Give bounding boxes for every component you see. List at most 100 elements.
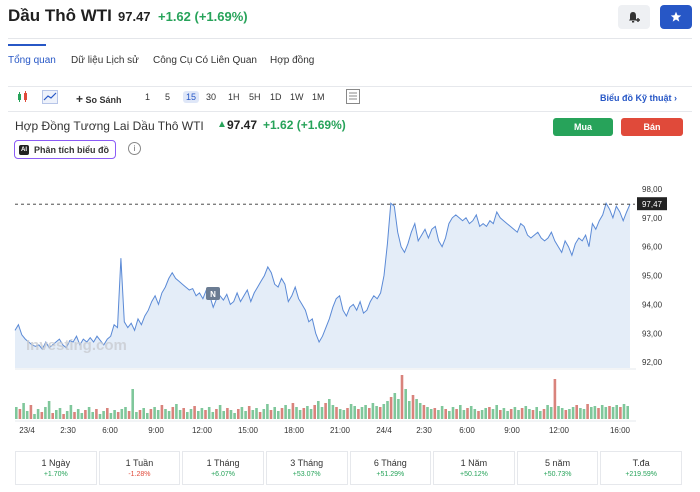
interval-30[interactable]: 30: [206, 92, 217, 102]
info-icon[interactable]: i: [128, 142, 141, 155]
add-alert-button[interactable]: [618, 5, 650, 29]
volume-bar: [251, 410, 255, 419]
volume-bar: [571, 407, 575, 419]
tab-related-tools[interactable]: Công Cụ Có Liên Quan: [153, 55, 257, 66]
x-tick-label: 18:00: [284, 426, 305, 435]
performance-cell[interactable]: 1 Ngày +1.70%: [15, 451, 97, 485]
tab-overview[interactable]: Tổng quan: [8, 55, 56, 66]
volume-bars: [15, 375, 629, 419]
ai-icon: AI: [19, 144, 29, 155]
volume-bar: [160, 405, 164, 419]
volume-bar: [440, 406, 444, 419]
volume-bar: [135, 412, 138, 419]
performance-cell[interactable]: 1 Tuần -1.28%: [98, 451, 181, 485]
area-chart-icon[interactable]: [42, 90, 58, 104]
volume-bar: [491, 409, 495, 419]
volume-bar: [524, 406, 528, 419]
volume-bar: [459, 405, 462, 419]
volume-bar: [528, 409, 531, 419]
volume-bar: [109, 413, 113, 419]
interval-1d[interactable]: 1D: [270, 92, 282, 102]
volume-bar: [484, 408, 487, 419]
volume-bar: [488, 407, 491, 419]
instrument-name: Hợp Đồng Tương Lai Dầu Thô WTI: [15, 119, 204, 133]
volume-bar: [328, 399, 331, 419]
volume-bar: [462, 410, 466, 419]
volume-bar: [313, 405, 316, 419]
tab-contracts[interactable]: Hợp đồng: [270, 55, 315, 66]
interval-5h[interactable]: 5H: [249, 92, 261, 102]
volume-bar: [404, 389, 407, 419]
interval-15[interactable]: 15: [183, 91, 200, 103]
x-tick-label: 9:00: [148, 426, 164, 435]
volume-bar: [408, 401, 411, 419]
volume-bar: [611, 407, 615, 419]
volume-bar: [55, 410, 58, 419]
performance-cell[interactable]: T.đa +219.59%: [600, 451, 682, 485]
performance-cell[interactable]: 1 Năm +50.12%: [433, 451, 515, 485]
candlestick-icon[interactable]: [16, 90, 30, 104]
volume-bar: [542, 409, 546, 419]
price-area: [15, 203, 630, 368]
technical-chart-link[interactable]: Biểu đồ Kỹ thuật ›: [600, 93, 678, 103]
volume-bar: [80, 413, 84, 419]
volume-bar: [306, 406, 309, 419]
volume-bar: [280, 408, 284, 419]
interval-1h[interactable]: 1H: [228, 92, 240, 102]
performance-period: 1 Năm: [460, 458, 488, 468]
volume-bar: [466, 408, 469, 419]
interval-1w[interactable]: 1W: [290, 92, 304, 102]
current-price-box: [637, 197, 667, 211]
bell-plus-icon: [629, 12, 640, 23]
price-chart[interactable]: Investing.com N 98,00 97,00 96,00 95,00 94,0…: [0, 160, 700, 450]
volume-bar: [149, 409, 153, 419]
tab-historical-data[interactable]: Dữ liệu Lịch sử: [71, 55, 139, 66]
volume-bar: [186, 412, 189, 419]
performance-period: 5 năm: [545, 458, 571, 468]
compare-button[interactable]: + So Sánh: [76, 92, 122, 106]
volume-bar: [455, 409, 458, 419]
performance-cell[interactable]: 6 Tháng +51.29%: [349, 451, 432, 485]
interval-1m[interactable]: 1M: [312, 92, 325, 102]
sell-button[interactable]: Bán: [621, 118, 683, 136]
volume-bar: [415, 399, 418, 419]
performance-cell[interactable]: 3 Tháng +53.07%: [265, 451, 348, 485]
volume-bar: [18, 409, 22, 419]
performance-cell[interactable]: 5 năm +50.73%: [516, 451, 599, 485]
volume-bar: [429, 409, 433, 419]
performance-period: 1 Tuần: [125, 458, 154, 468]
volume-bar: [200, 408, 204, 419]
interval-1[interactable]: 1: [145, 92, 151, 102]
y-tick-label: 92,00: [642, 358, 663, 367]
performance-value: +50.73%: [543, 471, 572, 478]
volume-bar: [156, 410, 160, 419]
performance-period: 1 Tháng: [206, 458, 240, 468]
performance-cell[interactable]: 1 Tháng +6.07%: [182, 451, 264, 485]
volume-bar: [560, 408, 564, 419]
volume-bar: [426, 407, 429, 419]
volume-bar: [531, 410, 535, 419]
x-tick-label: 12:00: [549, 426, 570, 435]
volume-bar: [164, 409, 167, 419]
performance-period: 6 Tháng: [373, 458, 407, 468]
watchlist-star-button[interactable]: [660, 5, 692, 29]
volume-bar: [218, 405, 222, 419]
volume-bar: [622, 404, 626, 419]
volume-bar: [499, 410, 502, 419]
volume-bar: [178, 410, 182, 419]
volume-bar: [346, 408, 349, 419]
indicator-table-icon[interactable]: [346, 89, 360, 104]
volume-bar: [608, 406, 611, 419]
volume-bar: [422, 405, 426, 419]
chart-analysis-button[interactable]: AI Phân tích biểu đồ: [14, 140, 117, 159]
interval-5[interactable]: 5: [165, 92, 171, 102]
volume-bar: [229, 410, 233, 419]
buy-button[interactable]: Mua: [553, 118, 613, 136]
y-tick-label: 93,00: [642, 329, 663, 338]
volume-bar: [495, 405, 498, 419]
volume-bar: [215, 409, 218, 419]
page-title: Dầu Thô WTI: [8, 6, 112, 25]
news-marker[interactable]: N: [206, 287, 220, 300]
volume-bar: [364, 405, 367, 419]
x-tick-label: 6:00: [459, 426, 475, 435]
